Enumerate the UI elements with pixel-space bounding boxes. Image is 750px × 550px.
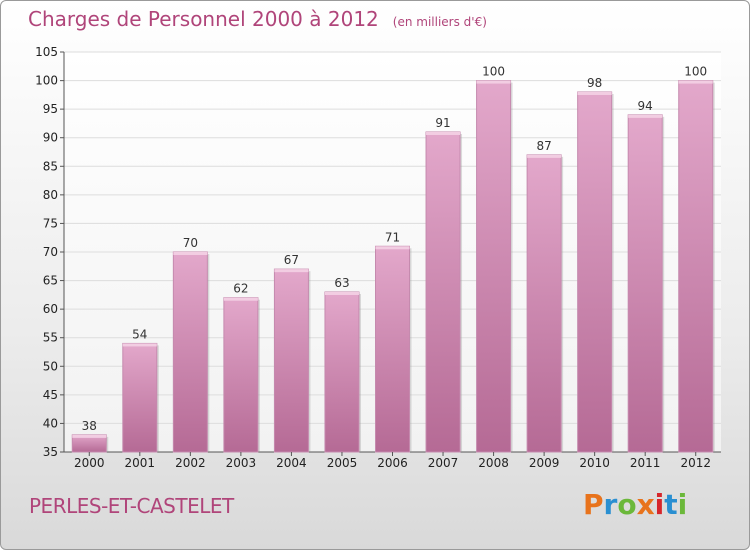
x-tick-label: 2000 (74, 456, 105, 470)
bar-cap (375, 246, 410, 250)
x-tick-label: 2001 (125, 456, 156, 470)
x-tick-label: 2011 (630, 456, 661, 470)
bar-value-label: 71 (385, 230, 400, 244)
bar-cap (628, 114, 663, 118)
bar-value-label: 70 (183, 236, 198, 250)
logo-letter: o (617, 488, 637, 521)
y-tick-label: 80 (43, 188, 58, 202)
y-tick-label: 95 (43, 102, 58, 116)
bar-value-label: 67 (284, 253, 299, 267)
chart-title: Charges de Personnel 2000 à 2012 (28, 7, 379, 31)
bar-value-label: 98 (587, 76, 602, 90)
bar-cap (678, 80, 713, 84)
y-tick-label: 90 (43, 131, 58, 145)
bar-value-label: 54 (132, 327, 147, 341)
bar-cap (324, 292, 359, 295)
y-tick-label: 105 (35, 45, 58, 59)
logo-letter: i (677, 488, 688, 521)
bar (273, 268, 309, 453)
y-tick-label: 50 (43, 359, 58, 373)
y-tick-label: 85 (43, 159, 58, 173)
bar-value-label: 62 (233, 282, 248, 296)
bar-value-label: 94 (638, 99, 653, 113)
title-row: Charges de Personnel 2000 à 2012 (en mill… (28, 7, 487, 31)
bar-cap (122, 343, 157, 347)
bar-value-label: 63 (334, 276, 349, 290)
bar-cap (426, 132, 461, 135)
y-tick-label: 55 (43, 331, 58, 345)
logo-letter: x (636, 488, 655, 521)
logo-letter: t (664, 488, 678, 521)
x-tick-label: 2010 (579, 456, 610, 470)
commune-name: PERLES-ET-CASTELET (29, 494, 234, 518)
bar-value-label: 100 (482, 65, 505, 79)
y-tick-label: 100 (35, 74, 58, 88)
bar-cap (527, 154, 562, 158)
y-tick-label: 35 (43, 445, 58, 459)
bar (324, 291, 360, 453)
x-tick-label: 2005 (327, 456, 358, 470)
x-tick-label: 2006 (377, 456, 408, 470)
chart-subtitle: (en milliers d'€) (392, 15, 487, 29)
plot-area: 35 40 45 50 55 60 65 70 75 80 85 90 95 100 105 38 2000 54… (35, 45, 721, 470)
bar (526, 154, 562, 453)
bar-cap (72, 434, 107, 438)
bar (223, 297, 259, 453)
x-tick-label: 2002 (175, 456, 206, 470)
bar-value-label: 87 (536, 139, 551, 153)
y-tick-label: 65 (43, 274, 58, 288)
y-tick-label: 70 (43, 245, 58, 259)
x-tick-label: 2007 (428, 456, 459, 470)
y-tick-label: 40 (43, 416, 58, 430)
x-tick-label: 2004 (276, 456, 307, 470)
bar-cap (274, 269, 309, 273)
y-tick-label: 60 (43, 302, 58, 316)
bar (678, 80, 714, 453)
bar (577, 91, 613, 453)
logo-letter: P (583, 488, 604, 521)
bar-value-label: 38 (82, 419, 97, 433)
bar-cap (173, 252, 208, 255)
bar (627, 114, 663, 453)
logo-letter: r (603, 488, 618, 521)
x-tick-label: 2008 (478, 456, 509, 470)
x-tick-label: 2009 (529, 456, 560, 470)
y-tick-label: 75 (43, 216, 58, 230)
bar (172, 251, 208, 453)
bar (122, 342, 158, 453)
bar (375, 245, 410, 453)
bar-cap (577, 92, 612, 95)
y-tick-label: 45 (43, 388, 58, 402)
logo-letter: i (654, 488, 665, 521)
x-tick-label: 2012 (680, 456, 711, 470)
bar (476, 80, 512, 453)
proxiti-logo: Proxiti (583, 488, 687, 521)
bar (425, 131, 461, 453)
bar-value-label: 91 (435, 116, 450, 130)
bar-cap (476, 80, 511, 84)
bar-cap (223, 297, 258, 301)
bar-value-label: 100 (684, 65, 707, 79)
x-tick-label: 2003 (226, 456, 257, 470)
